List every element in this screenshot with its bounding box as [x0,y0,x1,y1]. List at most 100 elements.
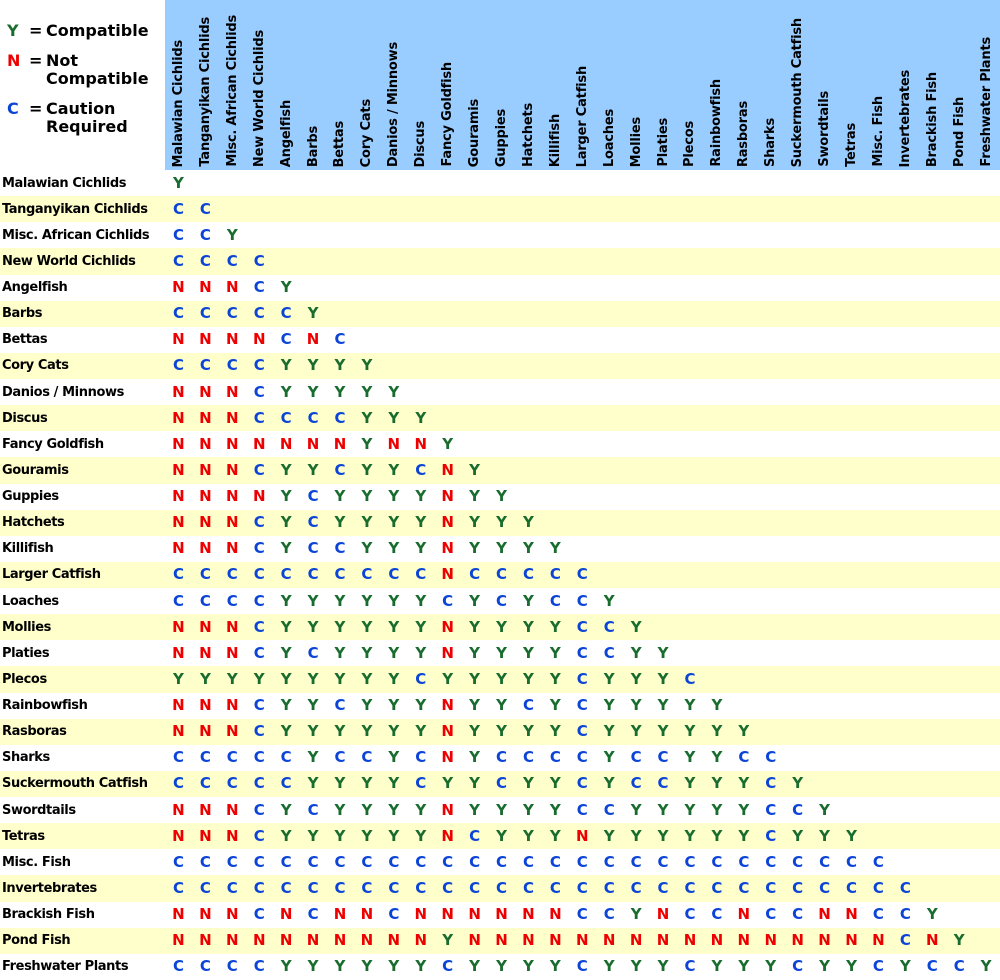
compatibility-cell: Y [442,434,454,453]
compatibility-cell: C [307,487,319,506]
compatibility-cell: Y [549,643,561,662]
column-header-label: Suckermouth Catfish [790,17,806,167]
compatibility-cell: Y [307,617,319,636]
compatibility-cell: C [442,591,454,610]
compatibility-cell: Y [280,669,292,688]
column-header: Gouramis [461,0,488,170]
compatibility-cell: Y [657,826,669,845]
compatibility-cell: C [415,669,427,688]
compatibility-cell: Y [846,826,857,845]
row-label: Tetras [2,828,45,844]
compatibility-cell: Y [415,487,427,506]
compatibility-cell: N [441,800,454,819]
compatibility-cell: Y [280,487,292,506]
compatibility-cell: N [172,434,185,453]
legend-meaning: Caution Required [46,100,128,136]
compatibility-cell: C [792,878,804,897]
row-label: Fancy Goldfish [2,436,104,452]
compatibility-cell: Y [738,826,750,845]
compatibility-cell: C [603,643,615,662]
compatibility-cell: Y [496,487,507,506]
compatibility-cell: Y [738,957,750,976]
compatibility-cell: N [549,905,562,924]
compatibility-cell: Y [657,800,669,819]
row-label: Cory Cats [2,358,69,374]
compatibility-cell: Y [361,487,373,506]
compatibility-cell: Y [469,539,481,558]
row-label: New World Cichlids [2,253,136,269]
compatibility-cell: C [549,878,561,897]
compatibility-cell: N [199,330,212,349]
compatibility-cell: C [496,852,508,871]
compatibility-cell: C [334,878,346,897]
compatibility-cell: C [199,356,211,375]
compatibility-cell: C [388,905,400,924]
compatibility-cell: Y [280,513,292,532]
compatibility-cell: C [307,539,319,558]
compatibility-cell: C [711,878,723,897]
column-header: Killifish [542,0,569,170]
matrix-row: Loaches C C C C Y Y Y Y Y Y C Y C Y C C Y [0,588,1000,615]
compatibility-cell: C [415,774,427,793]
compatibility-cell: N [925,931,939,950]
column-headers: Malawian Cichlids Tanganyikan Cichlids Mis… [165,0,1000,170]
matrix-row: Killifish N N N C Y C C Y Y Y N Y Y Y Y [0,535,1000,562]
row-label: Killifish [2,541,54,557]
compatibility-cell: C [253,617,265,636]
legend-item-not-compatible: N = Not Compatible [7,52,165,88]
compatibility-cell: Y [469,774,481,793]
compatibility-cell: C [199,957,211,976]
compatibility-cell: N [172,826,185,845]
compatibility-cell: C [657,852,669,871]
compatibility-cell: N [172,408,185,427]
compatibility-cell: C [334,330,346,349]
column-header: Loaches [596,0,623,170]
compatibility-cell: Y [603,826,615,845]
column-header: Bettas [327,0,354,170]
compatibility-cell: Y [523,513,534,532]
compatibility-cell: N [199,513,212,532]
compatibility-cell: Y [334,382,346,401]
compatibility-cell: Y [442,931,454,950]
row-label: Platies [2,645,50,661]
compatibility-cell: Y [334,487,346,506]
compatibility-cell: N [199,905,212,924]
compatibility-cell: Y [603,669,615,688]
matrix-row: Bettas N N N N C N C [0,326,1000,353]
compatibility-cell: Y [630,696,642,715]
column-header-label: Loaches [601,108,617,167]
compatibility-cell: C [953,957,965,976]
compatibility-cell: Y [549,957,561,976]
compatibility-cell: Y [415,826,427,845]
compatibility-cell: N [226,617,239,636]
compatibility-cell: Y [361,591,373,610]
compatibility-cell: Y [361,356,373,375]
compatibility-cell: Y [711,748,723,767]
compatibility-cell: Y [280,356,292,375]
compatibility-cell: C [388,878,400,897]
compatibility-cell: Y [549,669,561,688]
column-header-label: Gouramis [467,98,483,167]
compatibility-cell: C [226,878,238,897]
compatibility-cell: Y [442,669,454,688]
row-label: Invertebrates [2,880,97,896]
compatibility-cell: C [415,852,427,871]
compatibility-cell: C [388,565,400,584]
compatibility-cell: C [253,696,265,715]
compatibility-cell: N [683,931,697,950]
compatibility-cell: C [172,774,184,793]
compatibility-cell: C [792,800,804,819]
matrix-row: Suckermouth Catfish C C C C C Y Y Y Y C Y Y C Y Y C Y C C Y Y… [0,770,1000,797]
compatibility-cell: N [199,722,212,741]
row-label: Bettas [2,332,48,348]
compatibility-cell: C [522,696,534,715]
column-header-label: Killifish [547,113,563,167]
compatibility-cell: C [899,905,911,924]
compatibility-cell: Y [307,304,319,323]
compatibility-cell: N [226,722,239,741]
compatibility-cell: C [361,852,373,871]
compatibility-cell: C [603,617,615,636]
compatibility-cell: N [172,487,185,506]
compatibility-cell: N [818,905,831,924]
compatibility-cell: N [226,460,239,479]
